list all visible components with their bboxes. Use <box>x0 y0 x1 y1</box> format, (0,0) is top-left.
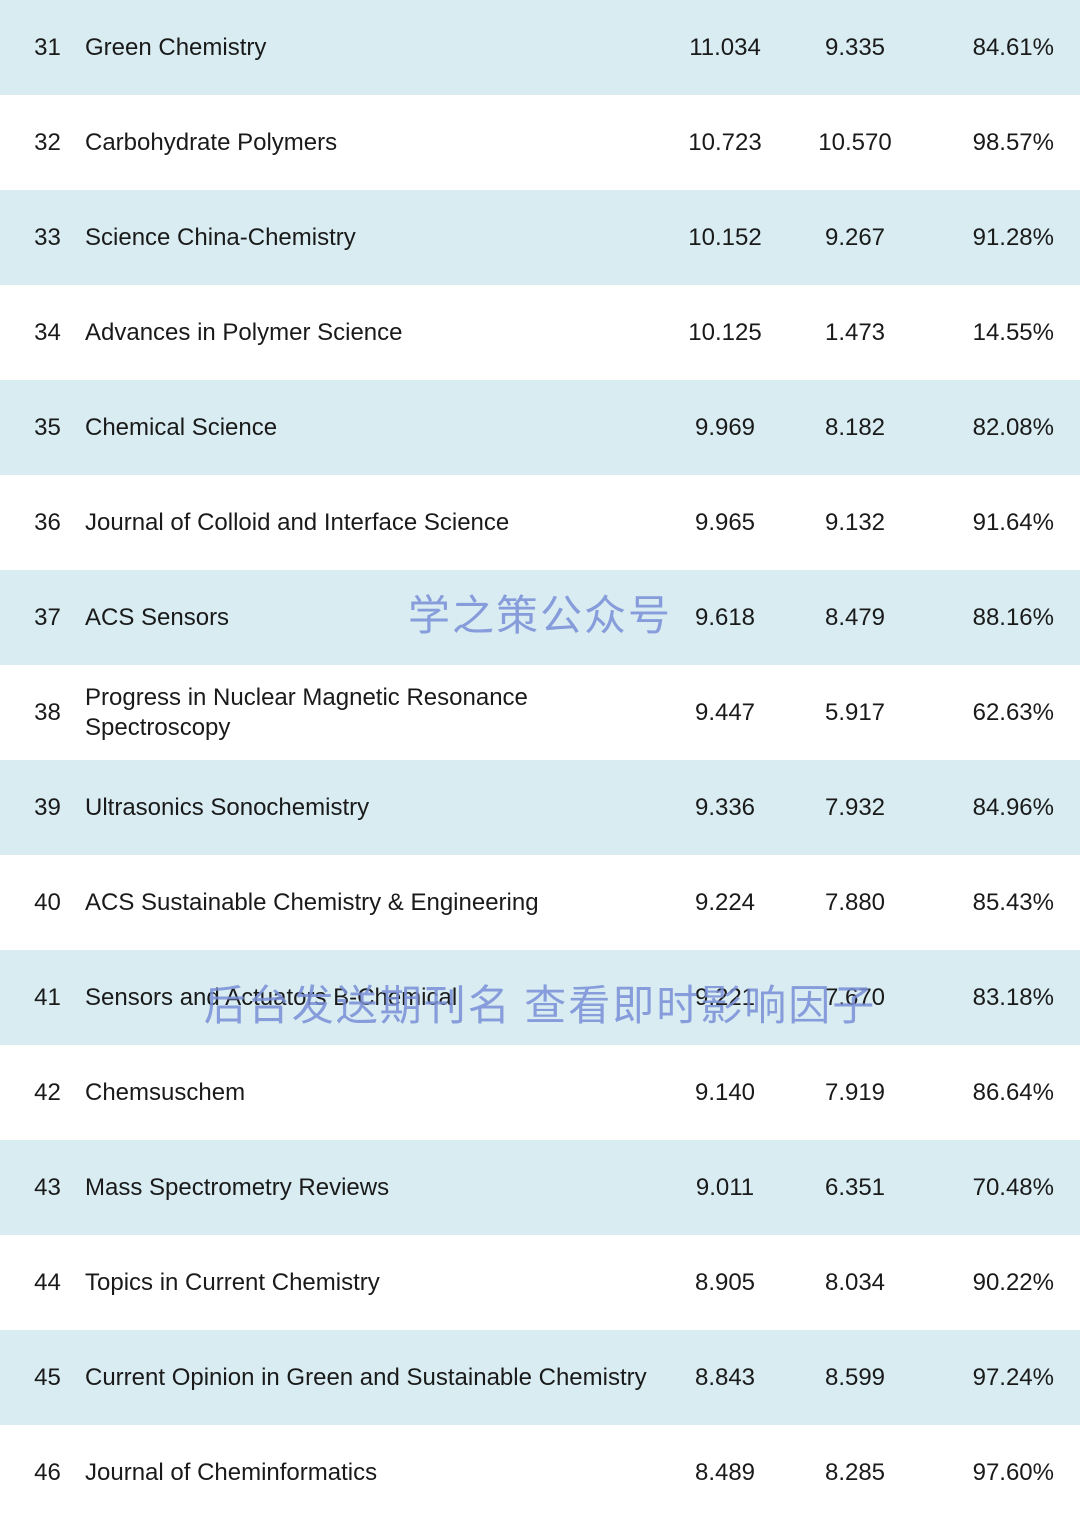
value2-cell: 9.267 <box>790 224 920 252</box>
value2-cell: 10.570 <box>790 129 920 157</box>
journal-table: 31 Green Chemistry 11.034 9.335 84.61% 3… <box>0 0 1080 1520</box>
table-row: 31 Green Chemistry 11.034 9.335 84.61% <box>0 0 1080 95</box>
value2-cell: 7.880 <box>790 889 920 917</box>
rank-cell: 42 <box>20 1079 75 1107</box>
percent-cell: 98.57% <box>920 129 1060 157</box>
rank-cell: 41 <box>20 984 75 1012</box>
rank-cell: 38 <box>20 699 75 727</box>
name-cell: Journal of Colloid and Interface Science <box>75 508 660 538</box>
rank-cell: 32 <box>20 129 75 157</box>
table-row: 32 Carbohydrate Polymers 10.723 10.570 9… <box>0 95 1080 190</box>
value1-cell: 10.723 <box>660 129 790 157</box>
rank-cell: 40 <box>20 889 75 917</box>
table-row: 35 Chemical Science 9.969 8.182 82.08% <box>0 380 1080 475</box>
name-cell: Carbohydrate Polymers <box>75 128 660 158</box>
value2-cell: 1.473 <box>790 319 920 347</box>
value2-cell: 7.919 <box>790 1079 920 1107</box>
table-row: 45 Current Opinion in Green and Sustaina… <box>0 1330 1080 1425</box>
value2-cell: 7.670 <box>790 984 920 1012</box>
name-cell: Advances in Polymer Science <box>75 318 660 348</box>
rank-cell: 46 <box>20 1459 75 1487</box>
value2-cell: 9.132 <box>790 509 920 537</box>
table-row: 34 Advances in Polymer Science 10.125 1.… <box>0 285 1080 380</box>
value1-cell: 9.618 <box>660 604 790 632</box>
table-row: 40 ACS Sustainable Chemistry & Engineeri… <box>0 855 1080 950</box>
percent-cell: 14.55% <box>920 319 1060 347</box>
value2-cell: 9.335 <box>790 34 920 62</box>
value1-cell: 9.965 <box>660 509 790 537</box>
percent-cell: 85.43% <box>920 889 1060 917</box>
table-row: 33 Science China-Chemistry 10.152 9.267 … <box>0 190 1080 285</box>
name-cell: Sensors and Actuators B-Chemical <box>75 983 660 1013</box>
value2-cell: 8.479 <box>790 604 920 632</box>
table-row: 36 Journal of Colloid and Interface Scie… <box>0 475 1080 570</box>
value1-cell: 9.969 <box>660 414 790 442</box>
value1-cell: 9.224 <box>660 889 790 917</box>
rank-cell: 35 <box>20 414 75 442</box>
percent-cell: 97.60% <box>920 1459 1060 1487</box>
value2-cell: 8.599 <box>790 1364 920 1392</box>
percent-cell: 84.61% <box>920 34 1060 62</box>
percent-cell: 91.28% <box>920 224 1060 252</box>
table-row: 43 Mass Spectrometry Reviews 9.011 6.351… <box>0 1140 1080 1235</box>
value2-cell: 6.351 <box>790 1174 920 1202</box>
percent-cell: 84.96% <box>920 794 1060 822</box>
value1-cell: 9.140 <box>660 1079 790 1107</box>
table-row: 38 Progress in Nuclear Magnetic Resonanc… <box>0 665 1080 760</box>
value1-cell: 8.843 <box>660 1364 790 1392</box>
name-cell: Green Chemistry <box>75 33 660 63</box>
value2-cell: 8.034 <box>790 1269 920 1297</box>
value1-cell: 10.152 <box>660 224 790 252</box>
percent-cell: 62.63% <box>920 699 1060 727</box>
table-row: 39 Ultrasonics Sonochemistry 9.336 7.932… <box>0 760 1080 855</box>
name-cell: Topics in Current Chemistry <box>75 1268 660 1298</box>
rank-cell: 39 <box>20 794 75 822</box>
value1-cell: 11.034 <box>660 34 790 62</box>
value1-cell: 9.221 <box>660 984 790 1012</box>
value2-cell: 5.917 <box>790 699 920 727</box>
name-cell: Science China-Chemistry <box>75 223 660 253</box>
table-row: 42 Chemsuschem 9.140 7.919 86.64% <box>0 1045 1080 1140</box>
value1-cell: 9.011 <box>660 1174 790 1202</box>
rank-cell: 33 <box>20 224 75 252</box>
rank-cell: 34 <box>20 319 75 347</box>
rank-cell: 31 <box>20 34 75 62</box>
value1-cell: 8.489 <box>660 1459 790 1487</box>
rank-cell: 43 <box>20 1174 75 1202</box>
value1-cell: 9.336 <box>660 794 790 822</box>
name-cell: ACS Sustainable Chemistry & Engineering <box>75 888 660 918</box>
rank-cell: 45 <box>20 1364 75 1392</box>
percent-cell: 83.18% <box>920 984 1060 1012</box>
table-row: 41 Sensors and Actuators B-Chemical 9.22… <box>0 950 1080 1045</box>
table-row: 37 ACS Sensors 9.618 8.479 88.16% <box>0 570 1080 665</box>
name-cell: Chemical Science <box>75 413 660 443</box>
percent-cell: 86.64% <box>920 1079 1060 1107</box>
value2-cell: 8.182 <box>790 414 920 442</box>
value2-cell: 7.932 <box>790 794 920 822</box>
value1-cell: 10.125 <box>660 319 790 347</box>
name-cell: Chemsuschem <box>75 1078 660 1108</box>
rank-cell: 37 <box>20 604 75 632</box>
percent-cell: 97.24% <box>920 1364 1060 1392</box>
name-cell: ACS Sensors <box>75 603 660 633</box>
table-row: 44 Topics in Current Chemistry 8.905 8.0… <box>0 1235 1080 1330</box>
name-cell: Mass Spectrometry Reviews <box>75 1173 660 1203</box>
value1-cell: 9.447 <box>660 699 790 727</box>
percent-cell: 70.48% <box>920 1174 1060 1202</box>
percent-cell: 90.22% <box>920 1269 1060 1297</box>
percent-cell: 82.08% <box>920 414 1060 442</box>
name-cell: Ultrasonics Sonochemistry <box>75 793 660 823</box>
name-cell: Current Opinion in Green and Sustainable… <box>75 1363 660 1393</box>
rank-cell: 36 <box>20 509 75 537</box>
value1-cell: 8.905 <box>660 1269 790 1297</box>
name-cell: Progress in Nuclear Magnetic Resonance S… <box>75 683 660 743</box>
table-row: 46 Journal of Cheminformatics 8.489 8.28… <box>0 1425 1080 1520</box>
rank-cell: 44 <box>20 1269 75 1297</box>
value2-cell: 8.285 <box>790 1459 920 1487</box>
name-cell: Journal of Cheminformatics <box>75 1458 660 1488</box>
percent-cell: 88.16% <box>920 604 1060 632</box>
percent-cell: 91.64% <box>920 509 1060 537</box>
